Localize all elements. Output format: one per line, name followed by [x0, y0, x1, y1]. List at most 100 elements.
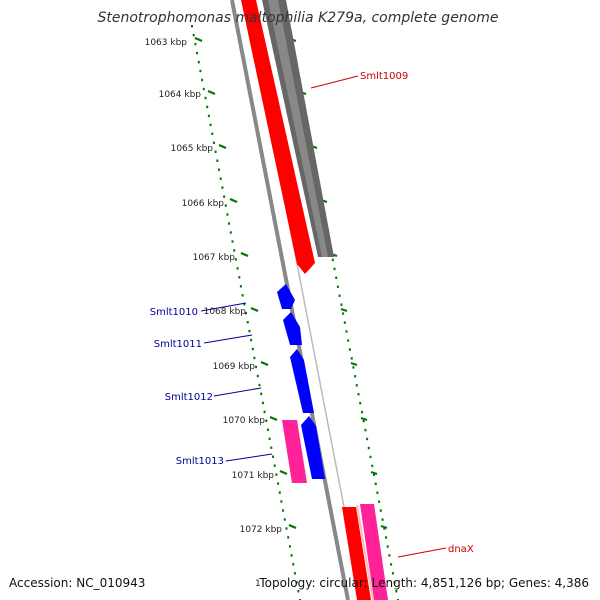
scale-dot [338, 294, 341, 297]
scale-dot [233, 249, 236, 252]
scale-dot [246, 321, 249, 324]
scale-dot [331, 258, 334, 262]
scale-ticks [194, 36, 388, 530]
scale-dot [376, 491, 379, 494]
scale-dot [371, 464, 374, 468]
scale-dot [277, 482, 280, 485]
scale-dot [209, 123, 212, 127]
scale-dot [238, 276, 241, 279]
scale-major-tick [269, 415, 278, 422]
scale-dot [383, 527, 386, 530]
gene-label-smlt1013[interactable]: Smlt1013 [176, 456, 224, 467]
scale-dot [379, 509, 382, 512]
gene-label-smlt1009[interactable]: Smlt1009 [360, 71, 408, 82]
scale-dot [369, 455, 372, 459]
scale-dot [335, 276, 338, 279]
scale-dot [385, 536, 387, 539]
scale-dot [251, 347, 254, 351]
gene-label-dnax[interactable]: dnaX [448, 544, 474, 555]
scale-dot [272, 455, 274, 458]
scale-dot [234, 258, 237, 261]
scale-dot [229, 231, 232, 234]
scale-dot [263, 410, 266, 414]
scale-dot [280, 500, 283, 503]
gene-label-smlt1011[interactable]: Smlt1011 [154, 339, 202, 350]
leader-dnax [397, 547, 447, 558]
scale-dot [207, 114, 210, 118]
scale-dot [214, 150, 217, 153]
scale-dot [373, 473, 375, 476]
gene-label-smlt1012[interactable]: Smlt1012 [165, 392, 213, 403]
scale-dot [202, 87, 205, 91]
scale-label: 1069 kbp [213, 362, 256, 372]
gene-smlt1011-cds[interactable] [283, 312, 302, 345]
scale-dot [364, 428, 367, 432]
scale-dot [290, 554, 293, 557]
scale-dot [219, 177, 222, 180]
gene-smlt1009-cds[interactable] [241, 0, 315, 274]
scale-dot [388, 554, 391, 557]
scale-dot [393, 581, 396, 584]
scale-major-tick [350, 362, 358, 366]
scale-dot [285, 527, 288, 530]
accession-label: Accession: NC_010943 [9, 576, 145, 590]
scale-dot [266, 428, 269, 431]
genome-summary: Topology: circular; Length: 4,851,126 bp… [258, 576, 589, 590]
scale-dot [211, 132, 214, 135]
scale-dot [216, 159, 219, 162]
scale-dot [282, 509, 285, 512]
scale-dot [192, 34, 195, 37]
scale-label: 1071 kbp [232, 471, 275, 481]
gene-label-smlt1010[interactable]: Smlt1010 [150, 307, 198, 318]
gene-smlt1012-cds[interactable] [290, 349, 314, 413]
scale-dot [340, 303, 343, 306]
scale-arc-left [191, 25, 301, 600]
scale-major-tick [229, 197, 238, 204]
scale-dot [355, 384, 358, 387]
scale-major-tick [360, 417, 368, 421]
leader-smlt1009 [310, 75, 359, 89]
scale-dot [273, 464, 276, 467]
scale-dot [278, 491, 281, 494]
gene-dnax-cds[interactable] [342, 507, 371, 600]
leader-smlt1012 [213, 387, 262, 397]
gene-smlt1013-cds[interactable] [301, 416, 325, 479]
scale-dot [265, 419, 268, 422]
scale-dot [239, 285, 242, 288]
scale-dot [297, 590, 300, 593]
scale-dot [260, 392, 263, 396]
leader-smlt1010 [200, 302, 247, 312]
scale-dot [268, 437, 271, 440]
scale-dot [256, 374, 259, 378]
scale-dot [223, 195, 226, 198]
scale-dot [295, 581, 298, 584]
scale-dot [275, 473, 278, 476]
scale-dot [218, 168, 220, 171]
scale-dot [357, 393, 360, 396]
gene-dnax-trna[interactable] [360, 504, 388, 600]
scale-dot [226, 213, 229, 216]
scale-dot [194, 42, 197, 46]
gene-smlt1010-cds[interactable] [277, 284, 295, 309]
scale-label: 1064 kbp [159, 90, 202, 100]
scale-dot [336, 285, 339, 288]
scale-label: 1072 kbp [240, 525, 283, 535]
scale-dot [250, 338, 253, 342]
scale-dot [228, 222, 231, 225]
scale-dot [386, 545, 389, 548]
gene-smlt1013-trna[interactable] [282, 420, 307, 483]
map-title: Stenotrophomonas maltophilia K279a, comp… [98, 10, 499, 26]
scale-label: 1065 kbp [171, 144, 214, 154]
scale-label: 1070 kbp [223, 416, 266, 426]
scale-dot [196, 51, 199, 55]
scale-dot [258, 383, 261, 387]
scale-dot [199, 69, 202, 73]
scale-dot [342, 312, 345, 315]
scale-major-tick [218, 143, 227, 150]
scale-dot [348, 348, 351, 351]
scale-dot [378, 500, 381, 503]
scale-dot [333, 267, 336, 271]
scale-dot [345, 330, 348, 333]
scale-dot [248, 329, 251, 333]
